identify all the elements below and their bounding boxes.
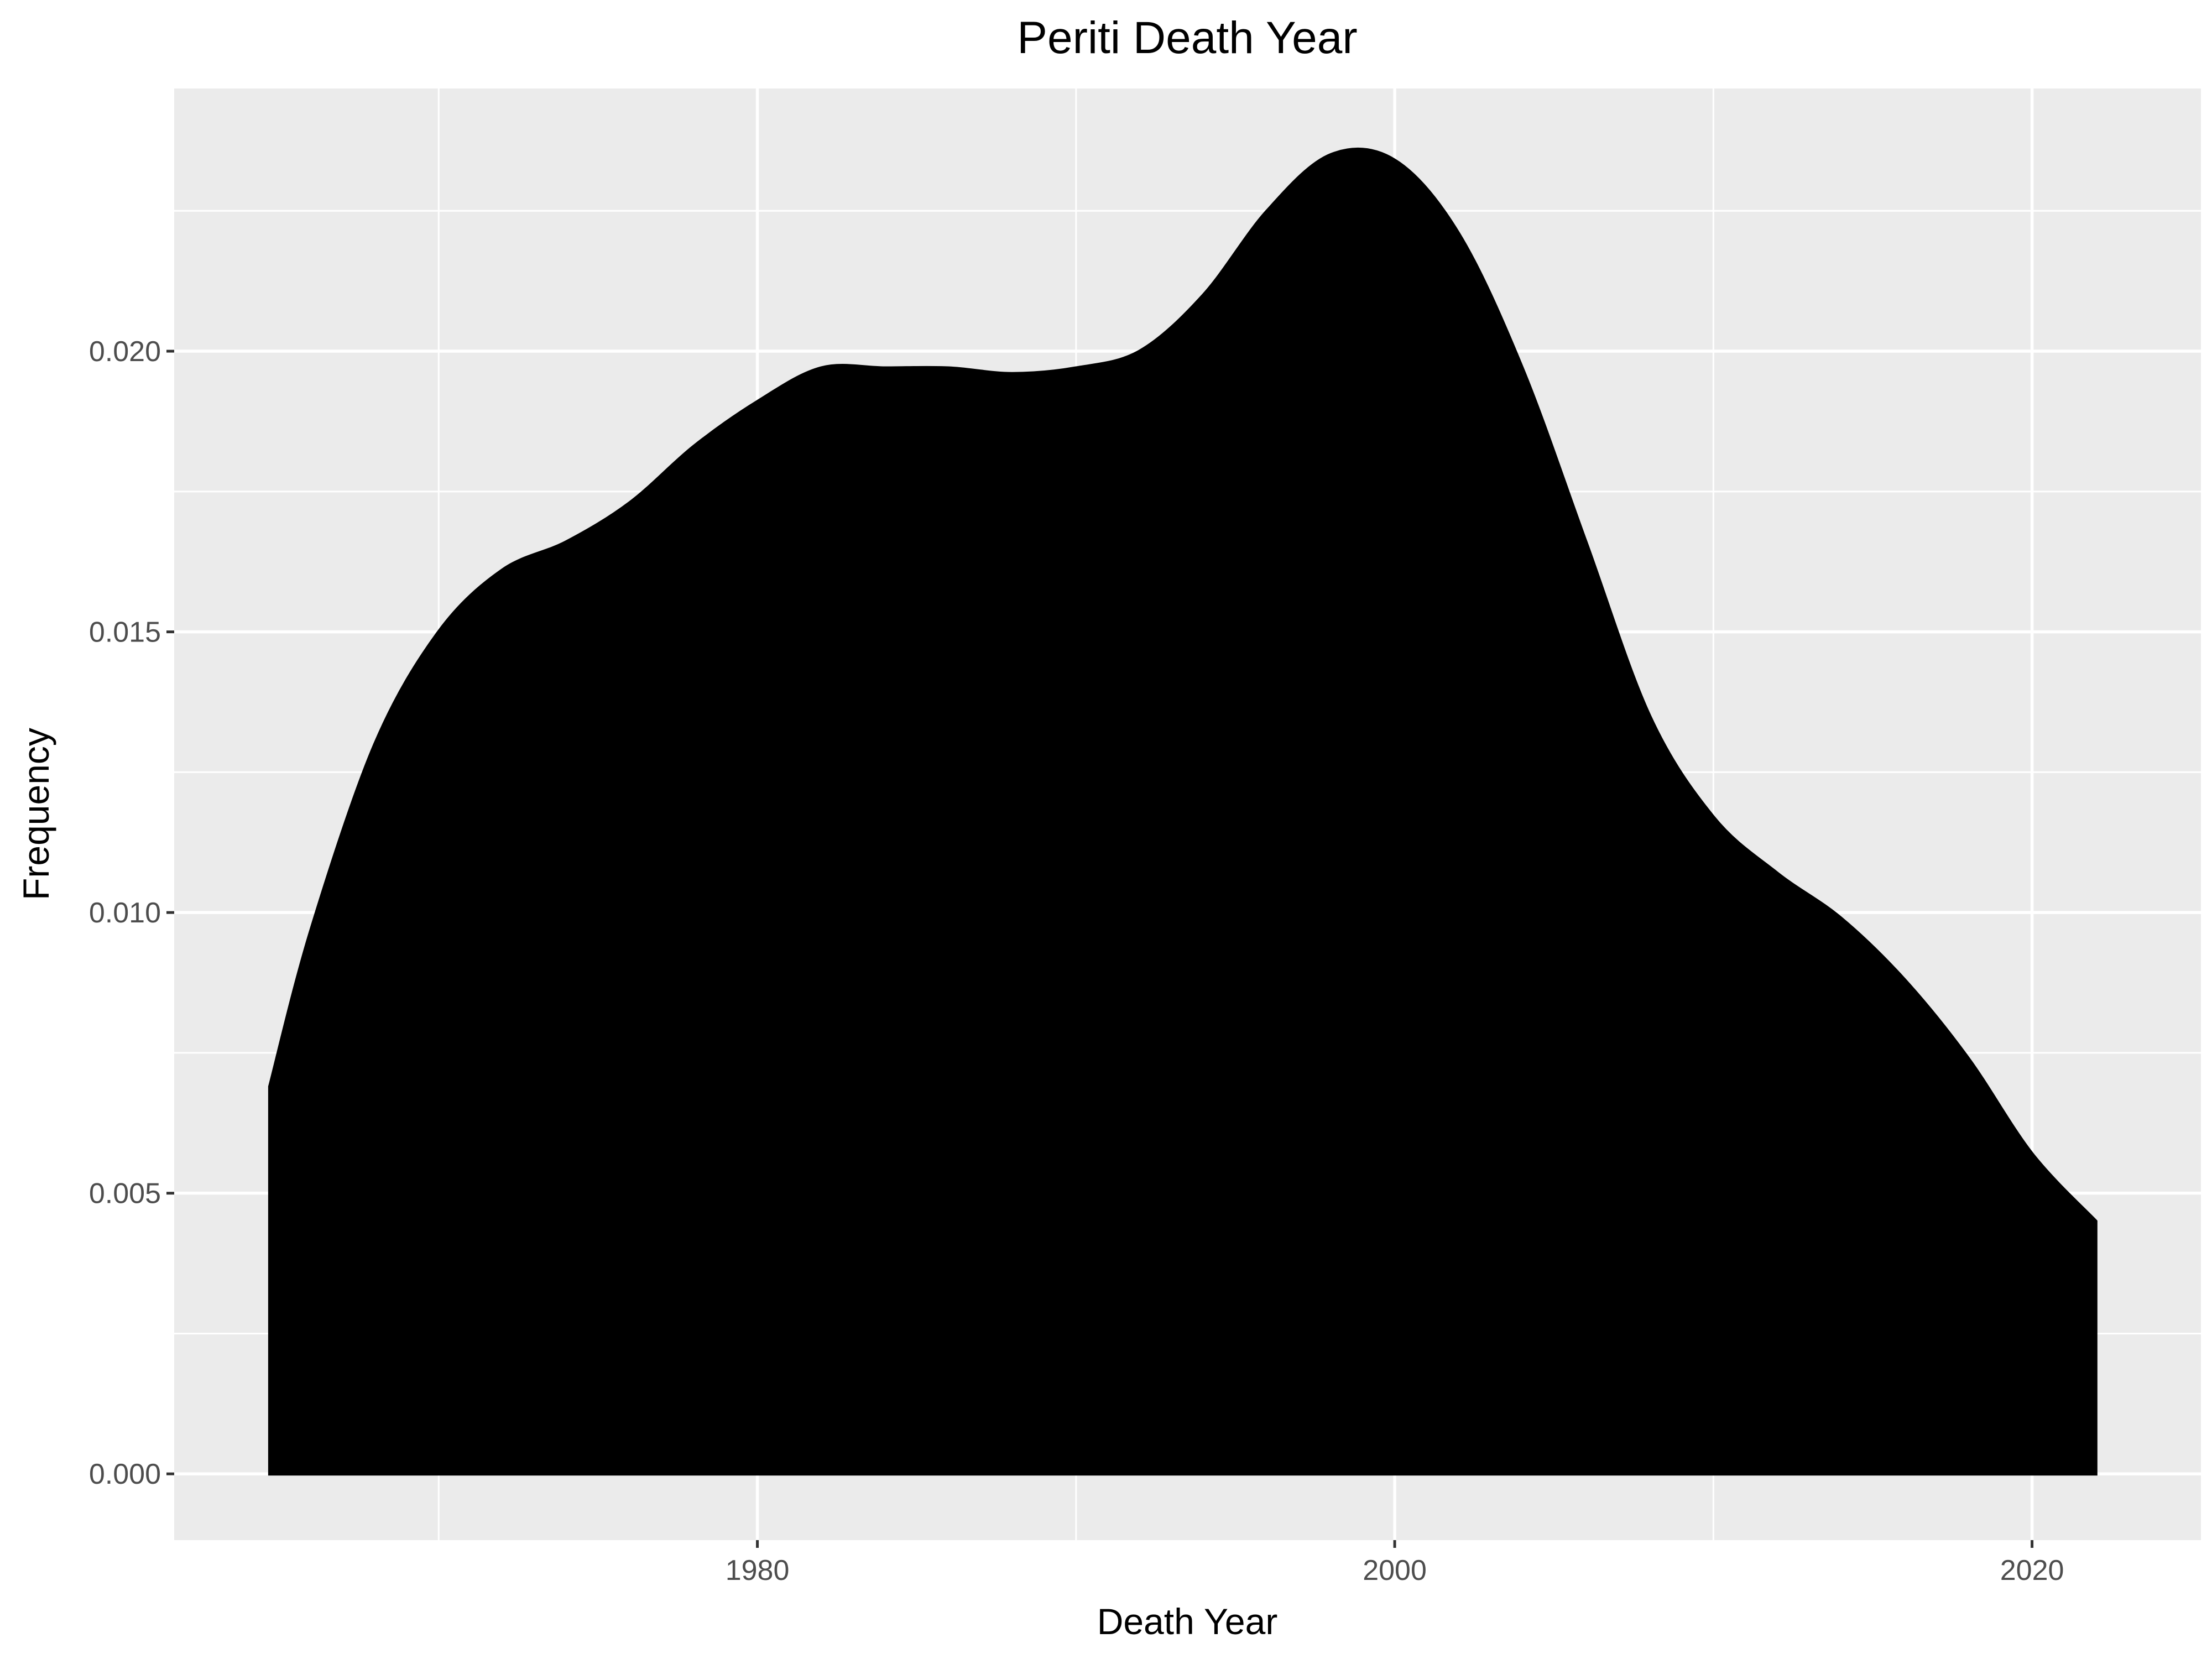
x-axis: 1980 2000 2020 [726,1540,2064,1587]
y-tick-label: 0.005 [89,1178,161,1210]
x-axis-title: Death Year [1097,1601,1278,1642]
y-tick-label: 0.010 [89,897,161,929]
y-tick-label: 0.020 [89,336,161,368]
x-tick-label: 2000 [1363,1554,1427,1587]
y-tick-label: 0.015 [89,617,161,649]
x-tick-label: 1980 [726,1554,790,1587]
x-tick-label: 2020 [2000,1554,2064,1587]
y-axis-title: Frequency [15,728,56,900]
chart-title: Periti Death Year [1017,13,1357,63]
density-area [268,147,2098,1476]
y-axis: 0.000 0.005 0.010 0.015 0.020 [89,336,174,1490]
y-tick-label: 0.000 [89,1458,161,1490]
